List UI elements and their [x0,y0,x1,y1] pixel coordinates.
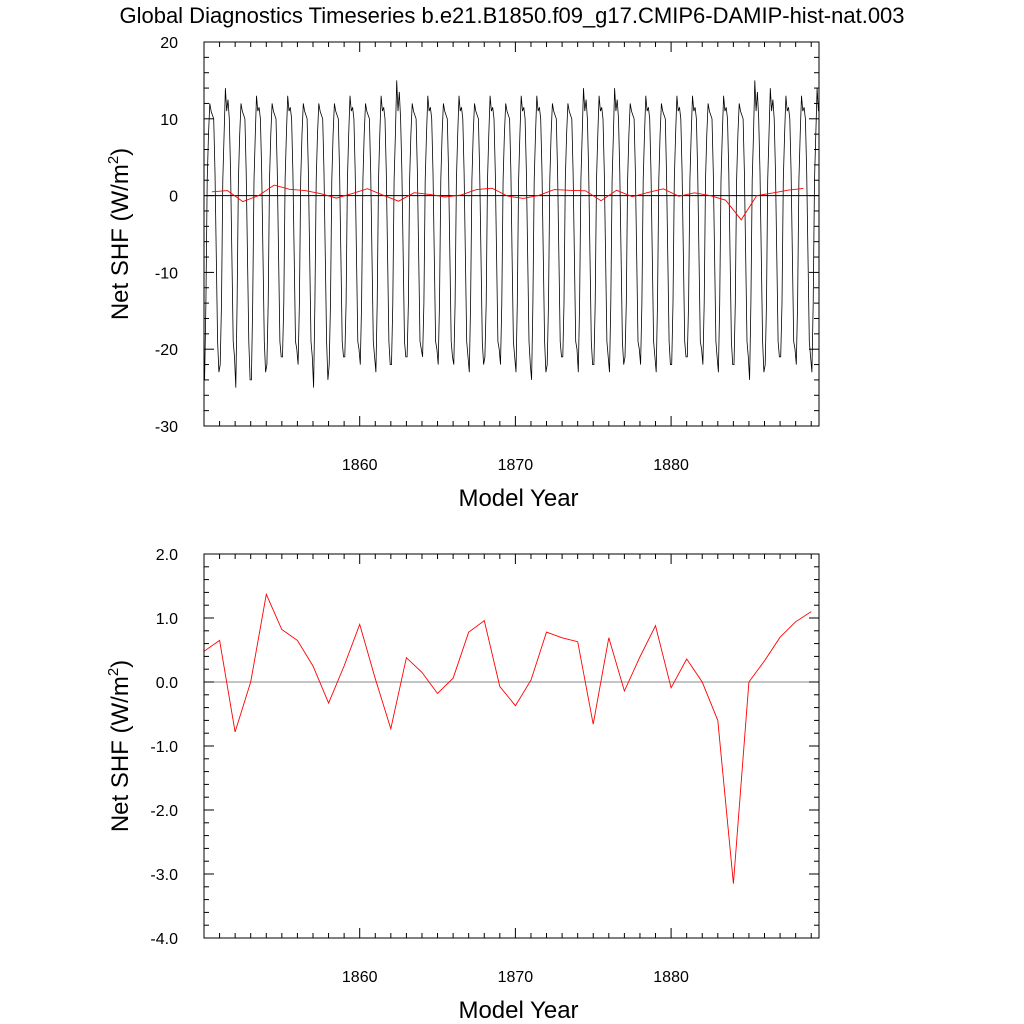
x-tick-label: 1870 [498,969,534,986]
x-axis-label: Model Year [458,485,578,512]
x-tick-label: 1860 [342,969,378,986]
y-tick-label: -2.0 [150,803,178,820]
x-tick-label: 1860 [342,457,378,474]
chart-title: Global Diagnostics Timeseries b.e21.B185… [119,3,904,28]
x-tick-label: 1880 [653,969,689,986]
annual-mean-series-line [204,592,812,884]
top-panel: -30 -20 -10 0 10 20 1860 1870 1880 Model Year Net … [105,35,820,512]
plot-frame [203,41,820,427]
y-tick-label: -3.0 [150,867,178,884]
y-tick-label: -4.0 [150,931,178,948]
bottom-panel: -4.0 -3.0 -2.0 -1.0 0.0 1.0 2.0 1860 1870 1880 Mod… [105,547,820,1024]
y-tick-label: 0.0 [156,675,178,692]
y-tick-label: -1.0 [150,739,178,756]
x-tick-label: 1870 [498,457,534,474]
y-tick-label: 0 [169,189,178,206]
y-tick-label: 20 [160,35,178,52]
annual-mean-series-line [211,184,804,221]
y-tick-label: 1.0 [156,611,178,628]
y-tick-label: -20 [155,342,178,359]
y-axis-label: Net SHF (W/m2) [105,660,134,832]
y-tick-label: 2.0 [156,547,178,564]
y-tick-label: -10 [155,265,178,282]
plot-frame [203,553,820,939]
x-tick-label: 1880 [653,457,689,474]
y-axis-label: Net SHF (W/m2) [105,148,134,320]
y-tick-label: 10 [160,112,178,129]
monthly-series-line [204,80,819,388]
y-tick-label: -30 [155,419,178,436]
x-axis-label: Model Year [458,997,578,1024]
